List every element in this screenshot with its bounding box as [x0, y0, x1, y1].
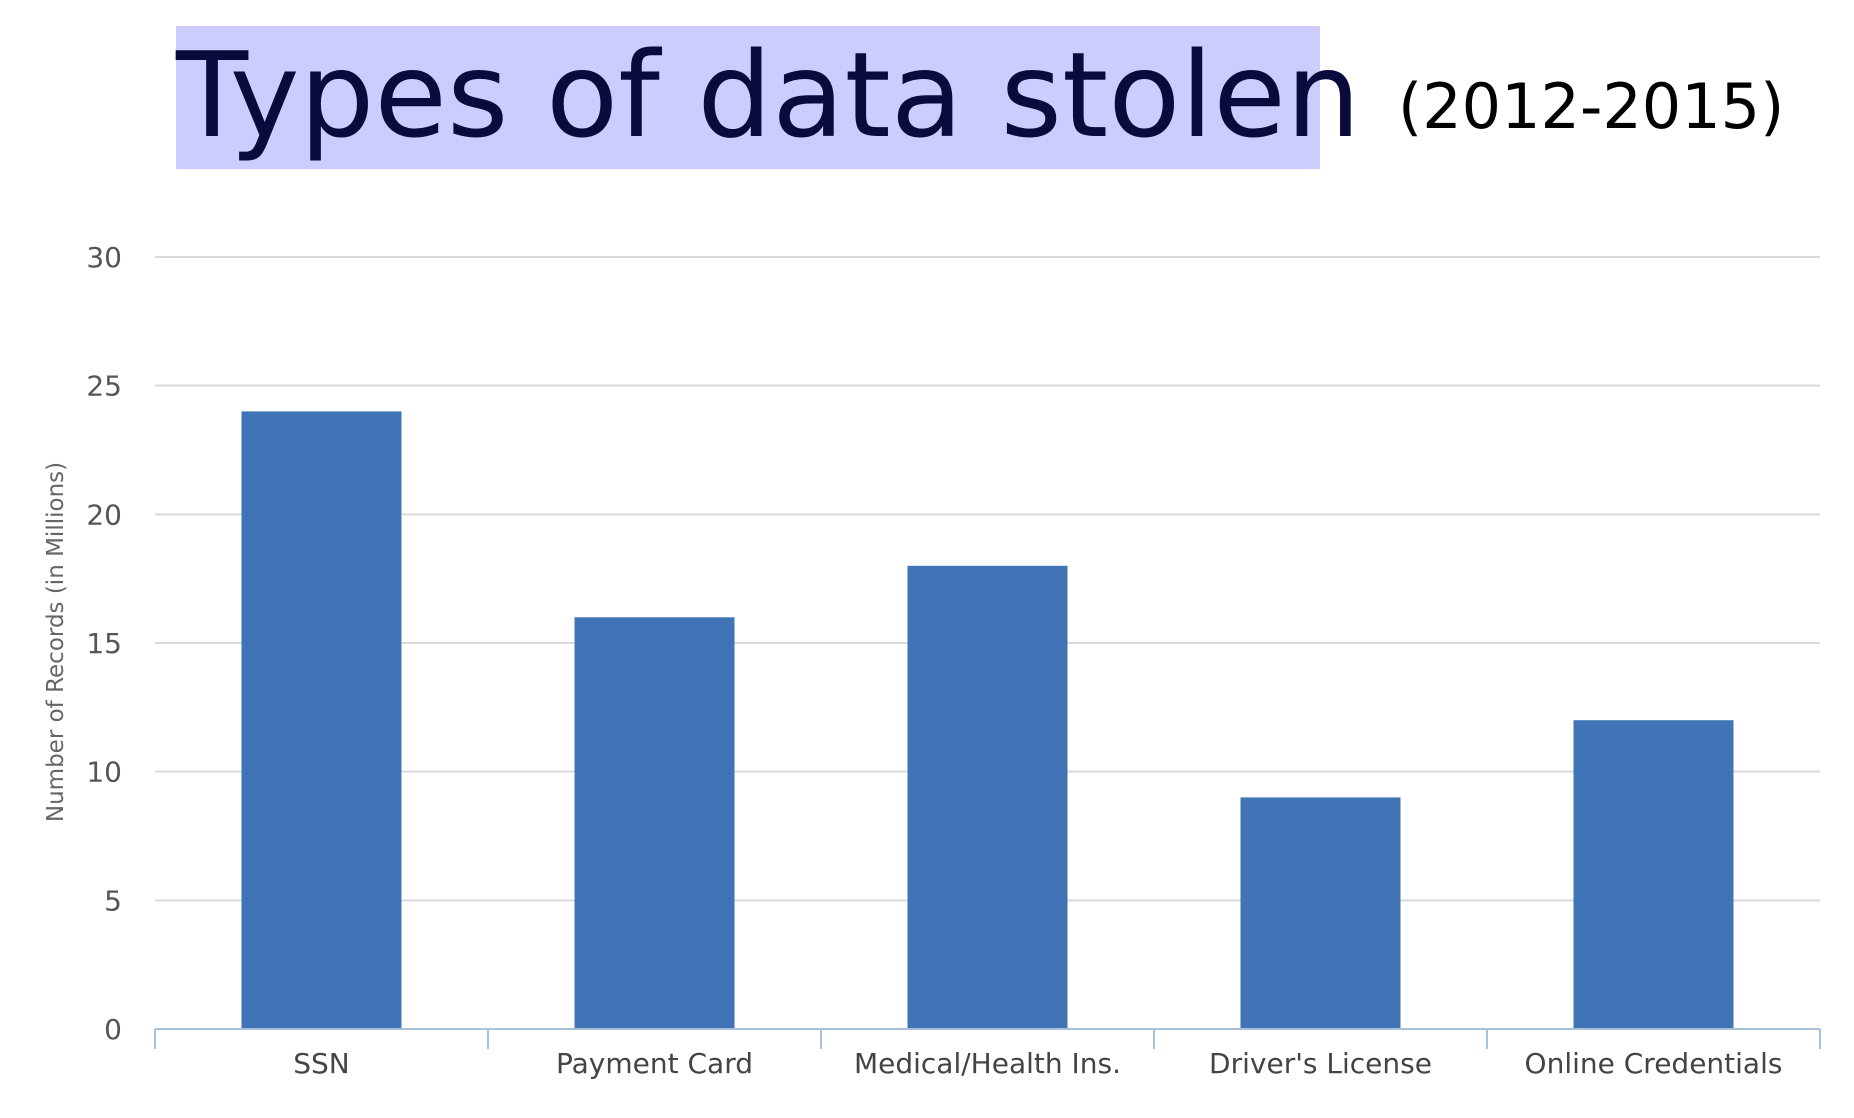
bar: [574, 617, 735, 1029]
x-axis: [154, 1028, 1821, 1049]
bars: [241, 411, 1734, 1029]
y-tick-label: 10: [86, 756, 122, 789]
page-subtitle: (2012-2015): [1398, 70, 1785, 143]
y-tick-label: 25: [86, 370, 122, 403]
x-tick-label: Driver's License: [1209, 1047, 1432, 1080]
x-tick-label: Medical/Health Ins.: [854, 1047, 1121, 1080]
y-axis-ticks: 0 5 10 15 20 25 30: [86, 241, 122, 1046]
grid-lines: [155, 256, 1820, 902]
y-tick-label: 0: [104, 1013, 122, 1046]
bar: [1240, 797, 1401, 1029]
page-title: Types of data stolen: [176, 26, 1361, 164]
y-tick-label: 15: [86, 627, 122, 660]
x-tick-label: SSN: [293, 1047, 350, 1080]
y-tick-label: 5: [104, 884, 122, 917]
bar: [241, 411, 402, 1029]
y-axis-label: Number of Records (in Millions): [43, 462, 69, 822]
x-axis-labels: SSN Payment Card Medical/Health Ins. Driver…: [293, 1047, 1782, 1080]
y-tick-label: 20: [86, 498, 122, 531]
title-highlight: [176, 26, 1320, 169]
bar: [907, 565, 1068, 1029]
x-tick-label: Online Credentials: [1525, 1047, 1783, 1080]
y-tick-label: 30: [86, 241, 122, 274]
bar: [1573, 720, 1734, 1029]
x-tick-label: Payment Card: [556, 1047, 753, 1080]
